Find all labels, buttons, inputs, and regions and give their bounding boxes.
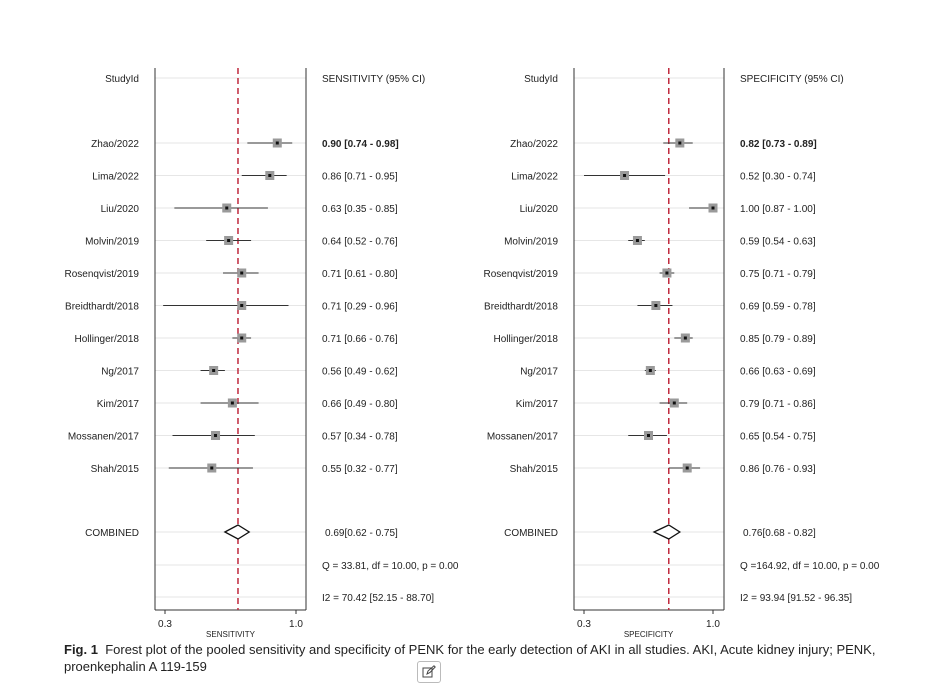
- sens-estimate-label: 0.90 [0.74 - 0.98]: [322, 139, 399, 150]
- sens-x-axis-label: SENSITIVITY: [206, 630, 256, 639]
- caption-label: Fig. 1: [64, 642, 98, 657]
- sens-point-center: [227, 239, 231, 242]
- spec-point-center: [623, 174, 627, 177]
- spec-x-tick-label: 0.3: [577, 619, 591, 630]
- sens-point-center: [214, 434, 218, 437]
- spec-q-statistic: Q =164.92, df = 10.00, p = 0.00: [740, 561, 880, 572]
- spec-header-study: StudyId: [524, 74, 558, 85]
- spec-study-name: Kim/2017: [516, 399, 559, 410]
- sens-study-name: Breidthardt/2018: [65, 302, 139, 313]
- sens-estimate-label: 0.71 [0.61 - 0.80]: [322, 269, 398, 280]
- spec-estimate-label: 0.85 [0.79 - 0.89]: [740, 334, 816, 345]
- spec-study-name: Rosenqvist/2019: [484, 269, 559, 280]
- spec-estimate-label: 0.79 [0.71 - 0.86]: [740, 399, 816, 410]
- spec-x-tick-label: 1.0: [706, 619, 720, 630]
- spec-point-center: [635, 239, 639, 242]
- edit-icon: [422, 665, 436, 678]
- sens-estimate-label: 0.86 [0.71 - 0.95]: [322, 172, 398, 183]
- sens-q-statistic: Q = 33.81, df = 10.00, p = 0.00: [322, 561, 459, 572]
- sens-study-name: Mossanen/2017: [68, 432, 140, 443]
- sens-estimate-label: 0.71 [0.29 - 0.96]: [322, 302, 398, 313]
- sens-study-name: Zhao/2022: [91, 139, 139, 150]
- spec-header-estimate: SPECIFICITY (95% CI): [740, 74, 844, 85]
- sens-estimate-label: 0.56 [0.49 - 0.62]: [322, 367, 398, 378]
- sens-study-name: Ng/2017: [101, 367, 139, 378]
- spec-estimate-label: 0.69 [0.59 - 0.78]: [740, 302, 816, 313]
- spec-point-center: [654, 304, 658, 307]
- sens-point-center: [240, 271, 244, 275]
- sens-study-name: Shah/2015: [91, 464, 140, 475]
- sens-x-tick-label: 0.3: [158, 619, 172, 630]
- forest-plot-figure: 0.3 1.0 SENSITIVITY StudyId SENSITIVITY (95%…: [65, 68, 880, 639]
- spec-point-center: [678, 141, 682, 145]
- sens-study-name: Rosenqvist/2019: [65, 269, 140, 280]
- sens-header-study: StudyId: [105, 74, 139, 85]
- spec-point-center: [683, 336, 687, 340]
- sens-study-name: Liu/2020: [101, 204, 140, 215]
- spec-estimate-label: 0.65 [0.54 - 0.75]: [740, 432, 816, 443]
- spec-estimate-label: 1.00 [0.87 - 1.00]: [740, 204, 816, 215]
- sens-point-center: [240, 304, 244, 307]
- sens-estimate-label: 0.55 [0.32 - 0.77]: [322, 464, 398, 475]
- spec-point-center: [665, 271, 669, 275]
- sens-combined-diamond: [223, 524, 251, 540]
- sens-header-estimate: SENSITIVITY (95% CI): [322, 74, 425, 85]
- sens-estimate-label: 0.63 [0.35 - 0.85]: [322, 204, 398, 215]
- sens-point-center: [210, 466, 214, 470]
- spec-combined-label: COMBINED: [504, 528, 558, 539]
- spec-point-center: [685, 466, 689, 470]
- spec-study-name: Hollinger/2018: [494, 334, 559, 345]
- spec-study-name: Liu/2020: [520, 204, 559, 215]
- spec-estimate-label: 0.59 [0.54 - 0.63]: [740, 237, 816, 248]
- spec-estimate-label: 0.66 [0.63 - 0.69]: [740, 367, 816, 378]
- sens-point-center: [225, 206, 229, 210]
- spec-point-center: [647, 434, 650, 437]
- spec-estimate-label: 0.52 [0.30 - 0.74]: [740, 172, 816, 183]
- sens-i2-statistic: I2 = 70.42 [52.15 - 88.70]: [322, 593, 434, 604]
- sens-point-center: [268, 174, 272, 177]
- figure-caption: Fig. 1 Forest plot of the pooled sensiti…: [64, 641, 884, 675]
- spec-study-name: Molvin/2019: [504, 237, 558, 248]
- spec-point-center: [672, 401, 676, 405]
- spec-x-axis-label: SPECIFICITY: [624, 630, 674, 639]
- sens-study-name: Lima/2022: [92, 172, 139, 183]
- spec-estimate-label: 0.75 [0.71 - 0.79]: [740, 269, 816, 280]
- spec-i2-statistic: I2 = 93.94 [91.52 - 96.35]: [740, 593, 852, 604]
- sens-combined-estimate: 0.69[0.62 - 0.75]: [325, 528, 398, 539]
- spec-point-center: [648, 369, 652, 372]
- sens-point-center: [230, 401, 234, 405]
- spec-study-name: Breidthardt/2018: [484, 302, 558, 313]
- sens-point-center: [212, 369, 216, 372]
- caption-text: Forest plot of the pooled sensitivity an…: [64, 642, 876, 674]
- sens-combined-label: COMBINED: [85, 528, 139, 539]
- sens-study-name: Molvin/2019: [85, 237, 139, 248]
- spec-study-name: Ng/2017: [520, 367, 558, 378]
- sens-point-center: [275, 141, 279, 145]
- spec-combined-estimate: 0.76[0.68 - 0.82]: [743, 528, 816, 539]
- sens-point-center: [240, 336, 244, 340]
- sens-estimate-label: 0.71 [0.66 - 0.76]: [322, 334, 398, 345]
- sens-study-name: Hollinger/2018: [75, 334, 140, 345]
- sens-estimate-label: 0.66 [0.49 - 0.80]: [322, 399, 398, 410]
- sens-estimate-label: 0.64 [0.52 - 0.76]: [322, 237, 398, 248]
- sens-x-tick-label: 1.0: [289, 619, 303, 630]
- spec-point-center: [711, 206, 715, 210]
- spec-combined-diamond: [652, 524, 682, 540]
- spec-study-name: Lima/2022: [511, 172, 558, 183]
- spec-estimate-label: 0.82 [0.73 - 0.89]: [740, 139, 817, 150]
- sens-estimate-label: 0.57 [0.34 - 0.78]: [322, 432, 398, 443]
- spec-study-name: Shah/2015: [510, 464, 559, 475]
- spec-study-name: Mossanen/2017: [487, 432, 559, 443]
- sens-study-name: Kim/2017: [97, 399, 140, 410]
- spec-estimate-label: 0.86 [0.76 - 0.93]: [740, 464, 816, 475]
- spec-study-name: Zhao/2022: [510, 139, 558, 150]
- edit-button[interactable]: [417, 661, 441, 683]
